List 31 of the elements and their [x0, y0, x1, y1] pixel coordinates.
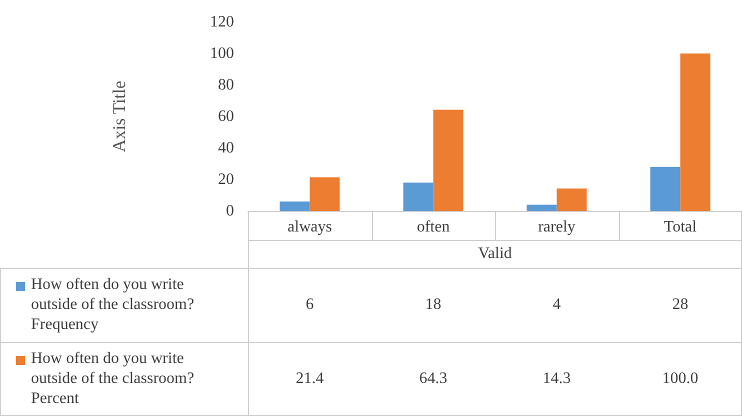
bar: [403, 182, 434, 211]
legend-label: How often do you write outside of the classroom? Frequency: [31, 275, 196, 335]
x-tick-label: often: [416, 218, 450, 236]
y-tick-label: 80: [218, 76, 234, 94]
data-label: 4: [552, 295, 562, 315]
x-tick-label: Total: [664, 218, 698, 236]
x-axis-title: Valid: [477, 244, 513, 264]
bar: [526, 204, 557, 211]
bar: [310, 177, 340, 211]
y-tick-label: 20: [218, 171, 234, 188]
data-label: 14.3: [542, 369, 572, 389]
data-label: 6: [304, 295, 315, 315]
y-tick-label: 60: [218, 108, 234, 125]
data-label: 28: [671, 295, 690, 315]
data-label: 100.0: [661, 369, 700, 389]
x-tick-label: always: [288, 218, 332, 236]
data-label: 21.4: [294, 369, 325, 389]
bar: [280, 202, 310, 211]
y-tick-label: 0: [226, 202, 234, 220]
legend-label: How often do you write outside of the classroom? Percent: [31, 349, 196, 409]
data-label: 64.3: [418, 369, 448, 389]
y-axis-title: Axis Title: [109, 80, 129, 152]
bar: [650, 166, 680, 211]
y-tick-label: 120: [210, 14, 234, 30]
bar: [680, 54, 710, 211]
bar: [556, 188, 587, 211]
y-tick-label: 40: [218, 140, 234, 156]
y-tick-label: 100: [210, 45, 234, 62]
x-tick-label: rarely: [538, 218, 576, 236]
data-label: 18: [424, 295, 442, 315]
bar: [433, 110, 464, 211]
